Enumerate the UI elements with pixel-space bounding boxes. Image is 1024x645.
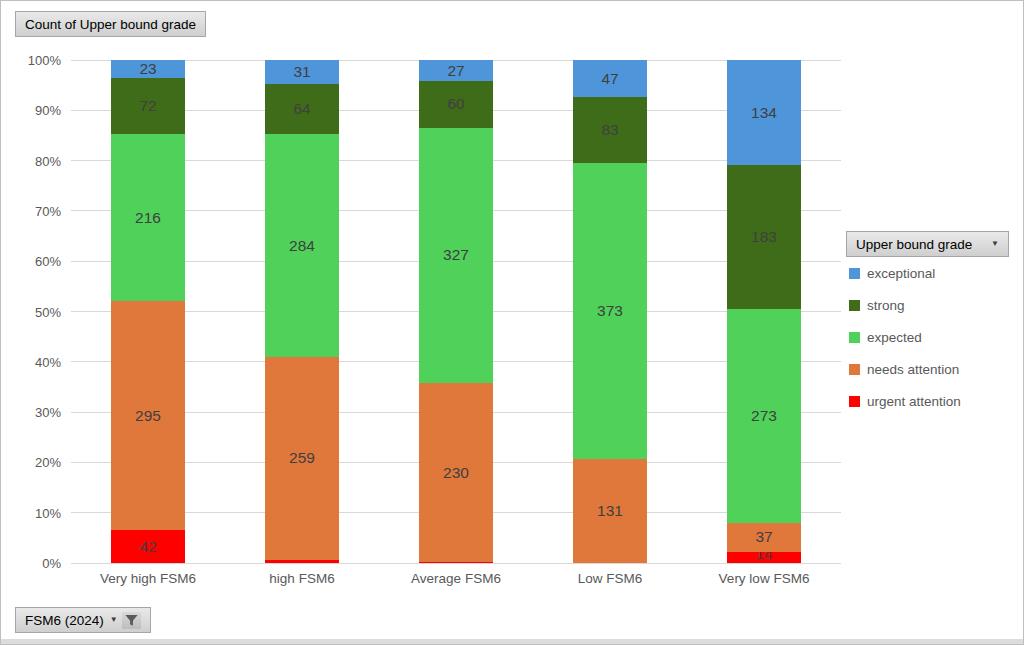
filter-funnel-icon xyxy=(122,612,141,629)
legend-field-label: Upper bound grade xyxy=(856,237,972,252)
legend-label: urgent attention xyxy=(867,394,961,409)
y-tick-label: 60% xyxy=(9,254,61,269)
bar-segment-urgent-attention[interactable] xyxy=(111,530,185,563)
bar-segment-needs-attention[interactable] xyxy=(573,459,647,563)
bar-segment-urgent-attention[interactable] xyxy=(265,560,339,563)
legend-label: strong xyxy=(867,298,905,313)
legend-swatch xyxy=(849,364,860,375)
stacked-bar[interactable]: 422952167223 xyxy=(111,60,185,563)
plot-area: 422952167223 42592846431 12303276027 131373… xyxy=(71,60,841,563)
bar-segment-exceptional[interactable] xyxy=(573,60,647,97)
y-tick-label: 80% xyxy=(9,153,61,168)
legend-label: expected xyxy=(867,330,922,345)
bar-segment-needs-attention[interactable] xyxy=(419,383,493,562)
stacked-bar[interactable]: 1437273183134 xyxy=(727,60,801,563)
bar-segment-exceptional[interactable] xyxy=(111,60,185,78)
bar-segment-strong[interactable] xyxy=(265,84,339,134)
axis-filter-field-button[interactable]: FSM6 (2024) ▼ xyxy=(15,607,151,633)
legend-item-exceptional: exceptional xyxy=(849,266,935,281)
values-field-label: Count of Upper bound grade xyxy=(25,17,196,32)
bar-segment-urgent-attention[interactable] xyxy=(727,552,801,563)
legend-swatch xyxy=(849,268,860,279)
legend-item-needs-attention: needs attention xyxy=(849,362,959,377)
x-tick-label: Very low FSM6 xyxy=(687,571,841,586)
stacked-bar[interactable]: 42592846431 xyxy=(265,60,339,563)
bar-segment-expected[interactable] xyxy=(573,163,647,459)
bar-segment-needs-attention[interactable] xyxy=(265,357,339,560)
legend-swatch xyxy=(849,396,860,407)
legend-label: exceptional xyxy=(867,266,935,281)
chevron-down-icon: ▼ xyxy=(991,240,999,248)
legend-item-urgent-attention: urgent attention xyxy=(849,394,961,409)
x-tick-label: Low FSM6 xyxy=(533,571,687,586)
y-tick-label: 20% xyxy=(9,455,61,470)
x-tick-label: Very high FSM6 xyxy=(71,571,225,586)
bar-segment-strong[interactable] xyxy=(111,78,185,134)
stacked-bar[interactable]: 1313738347 xyxy=(573,60,647,563)
y-tick-label: 100% xyxy=(9,53,61,68)
bar-segment-expected[interactable] xyxy=(265,134,339,357)
bar-segment-expected[interactable] xyxy=(419,128,493,383)
bar-segment-needs-attention[interactable] xyxy=(111,301,185,530)
legend-field-button[interactable]: Upper bound grade ▼ xyxy=(846,231,1009,257)
legend-label: needs attention xyxy=(867,362,959,377)
legend-swatch xyxy=(849,300,860,311)
y-tick-label: 50% xyxy=(9,304,61,319)
bar-segment-expected[interactable] xyxy=(727,309,801,523)
y-tick-label: 10% xyxy=(9,505,61,520)
bar-segment-urgent-attention[interactable] xyxy=(419,562,493,563)
legend-item-expected: expected xyxy=(849,330,922,345)
bottom-border-strip xyxy=(1,639,1023,644)
y-tick-label: 90% xyxy=(9,103,61,118)
x-tick-label: high FSM6 xyxy=(225,571,379,586)
y-tick-label: 30% xyxy=(9,405,61,420)
bar-segment-strong[interactable] xyxy=(419,81,493,128)
y-tick-label: 0% xyxy=(9,556,61,571)
y-tick-label: 40% xyxy=(9,354,61,369)
legend-swatch xyxy=(849,332,860,343)
axis-filter-label: FSM6 (2024) xyxy=(25,613,104,628)
legend-item-strong: strong xyxy=(849,298,905,313)
bar-segment-strong[interactable] xyxy=(727,165,801,309)
stacked-bar[interactable]: 12303276027 xyxy=(419,60,493,563)
bar-segment-needs-attention[interactable] xyxy=(727,523,801,552)
chart-frame: Count of Upper bound grade 4229521672234… xyxy=(0,0,1024,645)
values-field-button[interactable]: Count of Upper bound grade xyxy=(15,11,206,37)
chevron-down-icon: ▼ xyxy=(110,616,118,624)
bar-segment-exceptional[interactable] xyxy=(727,60,801,165)
bar-segment-exceptional[interactable] xyxy=(419,60,493,81)
y-tick-label: 70% xyxy=(9,203,61,218)
bar-segment-strong[interactable] xyxy=(573,97,647,163)
bar-segment-expected[interactable] xyxy=(111,134,185,302)
x-tick-label: Average FSM6 xyxy=(379,571,533,586)
bar-segment-exceptional[interactable] xyxy=(265,60,339,84)
